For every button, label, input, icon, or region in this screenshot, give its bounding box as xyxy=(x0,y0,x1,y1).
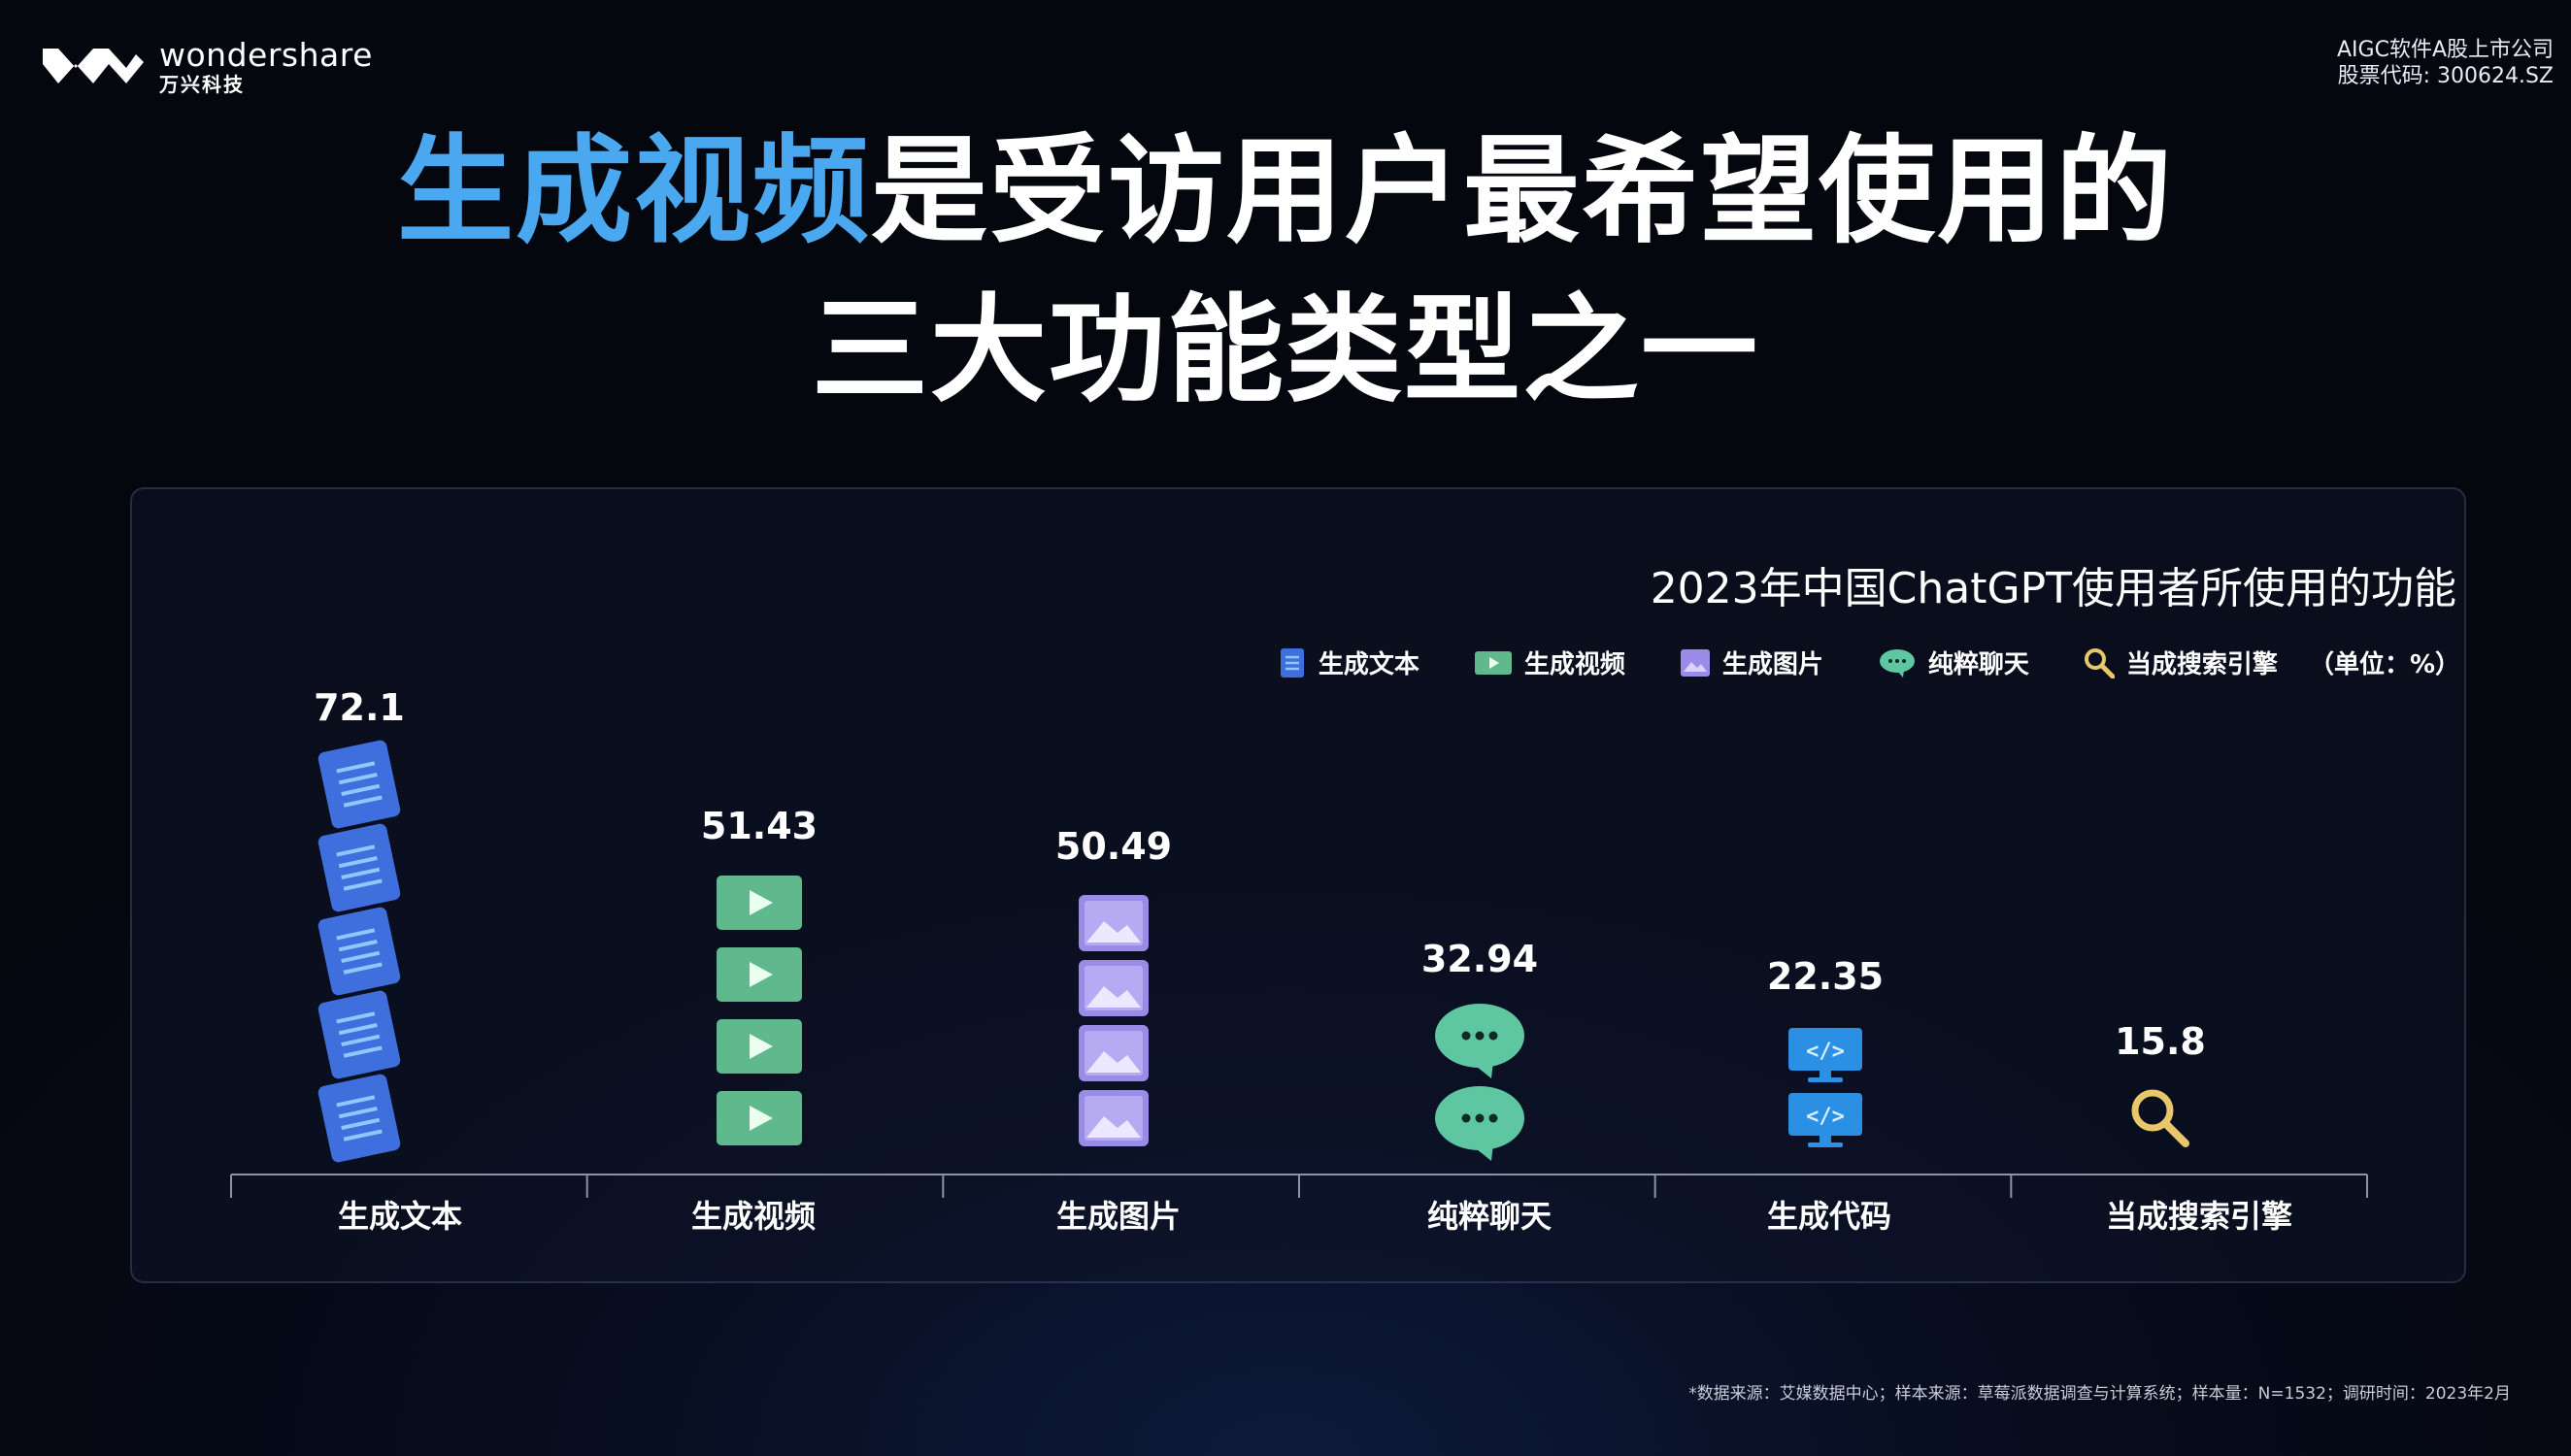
video-icon xyxy=(1474,650,1512,675)
data-label: 72.1 xyxy=(314,686,405,729)
unit-label: （单位：%） xyxy=(2308,650,2460,679)
x-tick-label: 生成文本 xyxy=(338,1198,462,1235)
brand-logo: wondershare 万兴科技 xyxy=(43,37,373,95)
svg-text:</>: </> xyxy=(1806,1105,1845,1129)
wondershare-logo-icon xyxy=(43,49,144,83)
corp-info-line1: AIGC软件A股上市公司 xyxy=(2337,38,2554,62)
legend-item-video: 生成视频 xyxy=(1474,645,1625,680)
video-icon xyxy=(717,1091,802,1145)
legend-label: 生成图片 xyxy=(1721,650,1823,679)
chart-title: 2023年中国ChatGPT使用者所使用的功能 xyxy=(1650,564,2456,613)
video-icon xyxy=(717,947,802,1002)
chart-legend: 生成文本 生成视频 生成图片 纯粹聊天 当成搜索引擎 （单位：%） xyxy=(1223,645,2460,680)
bar-纯粹聊天 xyxy=(1435,1004,1524,1161)
x-tick-label: 当成搜索引擎 xyxy=(2106,1198,2292,1235)
headline-line2: 三大功能类型之一 xyxy=(812,283,1759,418)
x-tick-label: 生成代码 xyxy=(1767,1198,1891,1235)
brand-name: wondershare xyxy=(159,36,373,74)
footnote: *数据来源：艾媒数据中心；样本来源：草莓派数据调查与计算系统；样本量：N=153… xyxy=(1688,1384,2511,1404)
legend-item-image: 生成图片 xyxy=(1680,645,1823,680)
code-monitor-icon: </> xyxy=(1788,1093,1862,1147)
legend-label: 生成视频 xyxy=(1523,650,1625,679)
document-icon xyxy=(1280,647,1304,678)
magnifier-icon xyxy=(2131,1089,2189,1147)
x-tick-label: 生成视频 xyxy=(691,1198,816,1235)
legend-label: 生成文本 xyxy=(1318,650,1419,679)
legend-label: 纯粹聊天 xyxy=(1927,650,2029,679)
image-icon xyxy=(1680,648,1710,677)
svg-text:</>: </> xyxy=(1806,1040,1845,1064)
legend-item-search: 当成搜索引擎 xyxy=(2084,645,2278,680)
video-icon xyxy=(717,876,802,930)
magnifier-icon xyxy=(2084,647,2115,678)
headline-line1: 生成视频是受访用户最希望使用的 xyxy=(0,115,2571,270)
x-tick-label: 纯粹聊天 xyxy=(1427,1198,1552,1235)
headline-accent: 生成视频 xyxy=(397,124,871,259)
legend-item-text: 生成文本 xyxy=(1278,645,1419,680)
image-icon xyxy=(1079,1025,1149,1081)
video-icon xyxy=(717,1019,802,1074)
chat-bubble-icon xyxy=(1435,1086,1524,1161)
data-label: 15.8 xyxy=(2115,1020,2206,1063)
chart-panel xyxy=(130,487,2466,1283)
brand-name-cn: 万兴科技 xyxy=(159,73,245,96)
document-icon xyxy=(317,907,401,996)
image-icon xyxy=(1079,895,1149,951)
document-icon xyxy=(317,1074,401,1163)
code-monitor-icon: </> xyxy=(1788,1028,1862,1082)
corp-info-line2: 股票代码: 300624.SZ xyxy=(2337,64,2554,88)
chat-bubble-icon xyxy=(1879,648,1915,678)
chat-bubble-icon xyxy=(1435,1004,1524,1078)
corp-info: AIGC软件A股上市公司 股票代码: 300624.SZ xyxy=(2337,37,2554,89)
data-label: 51.43 xyxy=(701,805,818,847)
legend-label: 当成搜索引擎 xyxy=(2125,650,2278,679)
legend-item-chat: 纯粹聊天 xyxy=(1878,645,2029,680)
bar-生成图片 xyxy=(1079,895,1149,1146)
image-icon xyxy=(1079,1090,1149,1146)
bar-生成文本 xyxy=(317,740,401,1163)
data-label: 22.35 xyxy=(1767,955,1884,998)
bar-当成搜索引擎 xyxy=(2131,1089,2189,1147)
bar-生成代码: </> </> xyxy=(1788,1028,1862,1147)
headline-rest: 是受访用户最希望使用的 xyxy=(871,124,2174,259)
document-icon xyxy=(317,990,401,1079)
bar-生成视频 xyxy=(717,876,802,1145)
document-icon xyxy=(317,823,401,912)
image-icon xyxy=(1079,960,1149,1016)
data-label: 50.49 xyxy=(1055,825,1172,868)
document-icon xyxy=(317,740,401,829)
x-tick-label: 生成图片 xyxy=(1056,1198,1181,1235)
data-label: 32.94 xyxy=(1421,938,1538,980)
